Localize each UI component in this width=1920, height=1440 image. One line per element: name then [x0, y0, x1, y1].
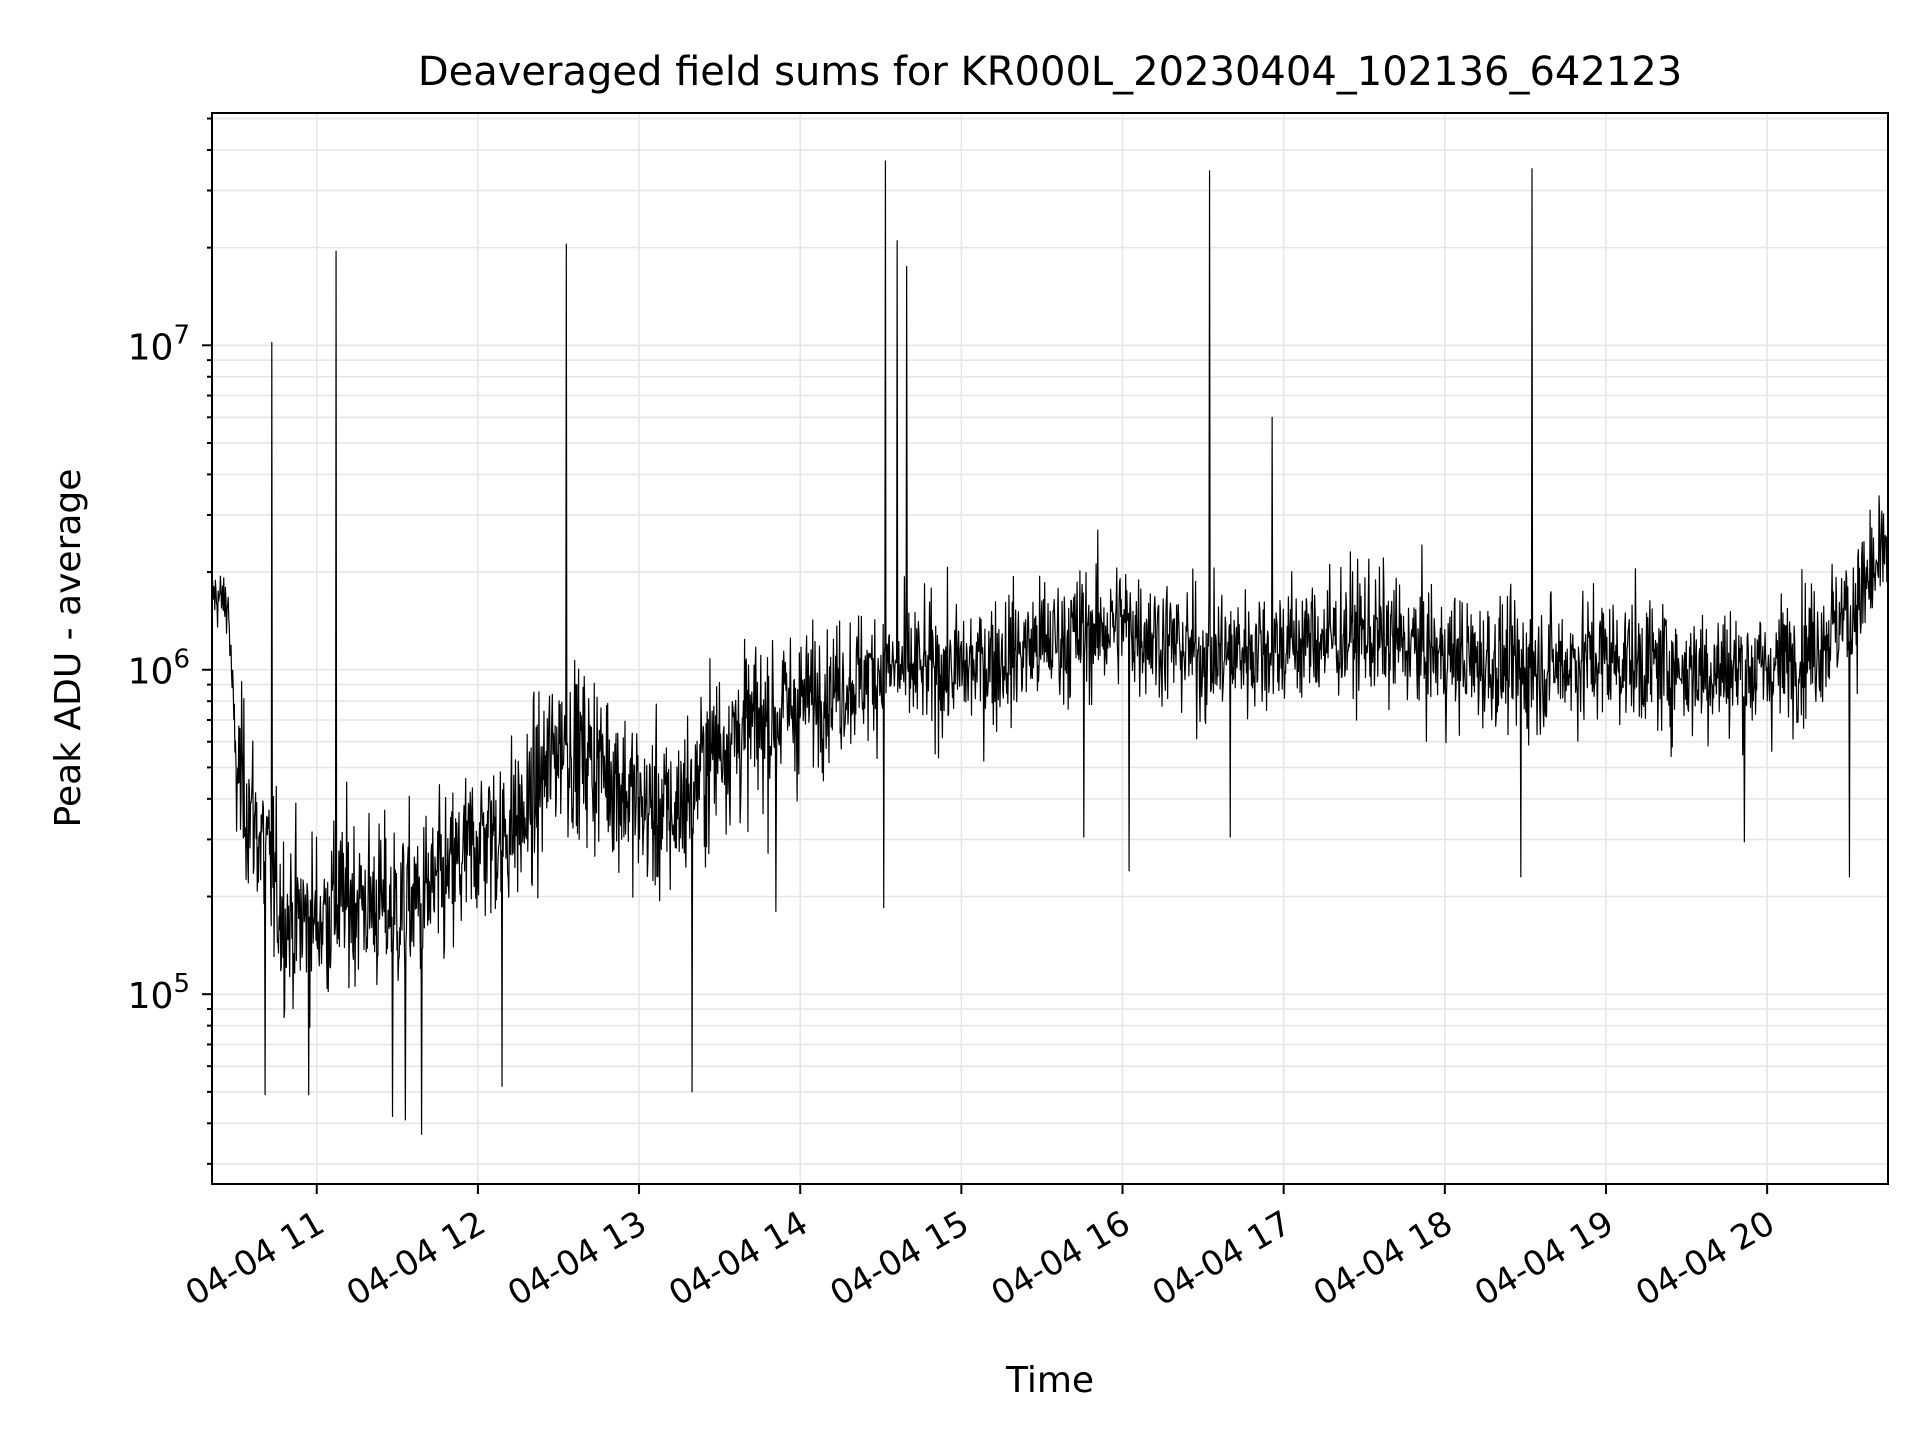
x-tick-label: 04-04 20: [1629, 1203, 1781, 1314]
x-tick-label: 04-04 14: [662, 1203, 814, 1314]
x-tick-label: 04-04 13: [501, 1203, 653, 1314]
x-tick-labels: 04-04 11 04-04 12 04-04 13 04-04 14 04-04 15…: [179, 1203, 1782, 1314]
x-tick-label: 04-04 12: [340, 1203, 492, 1314]
x-tick-label: 04-04 19: [1468, 1203, 1620, 1314]
y-tick-label: 105: [128, 969, 190, 1017]
x-axis-label: Time: [1005, 1360, 1094, 1401]
x-tick-label: 04-04 17: [1146, 1203, 1298, 1314]
x-tick-label: 04-04 11: [179, 1203, 331, 1314]
chart-title: Deaveraged field sums for KR000L_2023040…: [418, 49, 1682, 95]
plot-frame: [211, 112, 1889, 1185]
x-tick-label: 04-04 18: [1307, 1203, 1459, 1314]
x-tick-label: 04-04 16: [985, 1203, 1137, 1314]
y-axis-label: Peak ADU - average: [48, 469, 89, 828]
x-tick-label: 04-04 15: [823, 1203, 975, 1314]
series-line: [211, 160, 1889, 1135]
grid: [212, 113, 1888, 1184]
axis-ticks: [202, 117, 1769, 1194]
y-tick-label: 106: [128, 645, 190, 693]
y-tick-label: 107: [128, 320, 190, 368]
y-tick-labels: 105 106 107: [128, 320, 190, 1017]
